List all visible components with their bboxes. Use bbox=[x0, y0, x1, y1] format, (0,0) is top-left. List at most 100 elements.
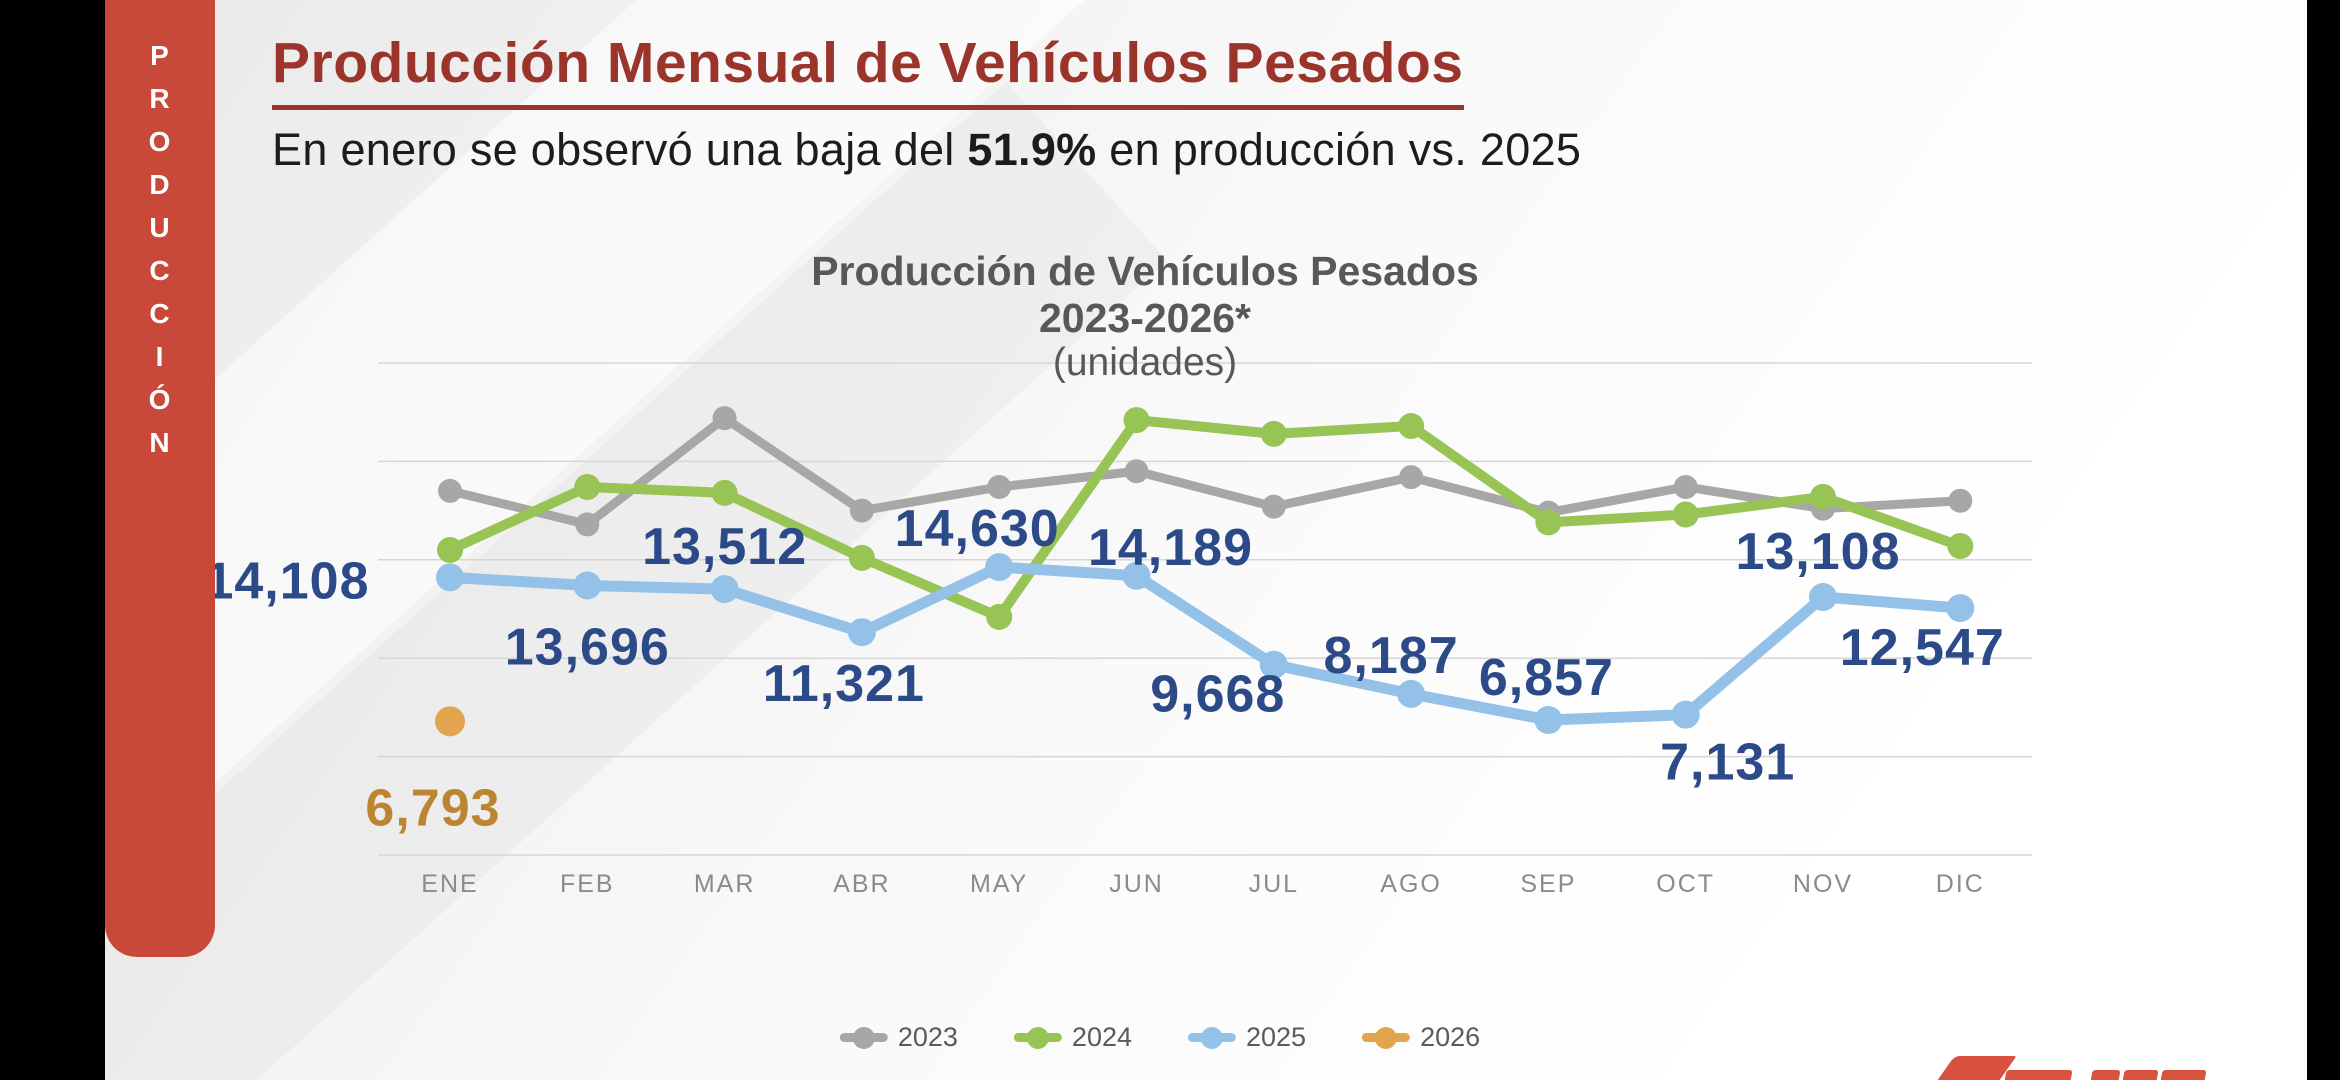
sidebar-letter: Ó bbox=[148, 384, 172, 415]
page-title: Producción Mensual de Vehículos Pesados bbox=[272, 30, 1464, 110]
month-label-NOV: NOV bbox=[1793, 870, 1853, 898]
data-label-2025-NOV: 13,108 bbox=[1735, 523, 1900, 581]
data-point-2024-MAY bbox=[986, 603, 1013, 630]
data-point-2024-AGO bbox=[1398, 412, 1425, 439]
legend-marker-dot bbox=[852, 1026, 875, 1049]
data-label-2025-FEB: 13,696 bbox=[505, 618, 670, 676]
data-point-2023-AGO bbox=[1399, 465, 1424, 490]
month-label-DIC: DIC bbox=[1936, 870, 1985, 898]
sidebar-letter: C bbox=[149, 255, 171, 286]
data-point-2025-SEP bbox=[1534, 706, 1563, 735]
data-point-2025-ENE bbox=[436, 563, 464, 592]
data-point-2025-JUL bbox=[1259, 650, 1288, 679]
month-label-OCT: OCT bbox=[1656, 870, 1715, 898]
legend-item-2026: 2026 bbox=[1362, 1022, 1480, 1053]
sidebar-letter: C bbox=[149, 298, 171, 329]
legend-label-2025: 2025 bbox=[1246, 1022, 1307, 1052]
data-point-2024-MAR bbox=[711, 479, 738, 506]
chart-title: Producción de Vehículos Pesados 2023-202… bbox=[811, 248, 1479, 386]
month-label-JUL: JUL bbox=[1249, 870, 1299, 898]
data-point-2023-MAY bbox=[987, 474, 1012, 499]
data-point-2024-JUN bbox=[1123, 407, 1150, 434]
legend-marker-dot bbox=[1026, 1026, 1049, 1049]
data-point-2025-ABR bbox=[847, 618, 876, 647]
legend-marker-dot bbox=[1375, 1026, 1398, 1049]
month-label-MAR: MAR bbox=[694, 870, 756, 898]
month-label-ENE: ENE bbox=[421, 870, 478, 898]
data-label-2025-ABR: 11,321 bbox=[763, 655, 925, 713]
legend-marker-2026 bbox=[1362, 1026, 1411, 1049]
data-point-2024-SEP bbox=[1535, 509, 1562, 536]
sidebar-letter: D bbox=[149, 169, 171, 200]
data-point-2024-ABR bbox=[848, 544, 875, 571]
sidebar-letter: R bbox=[149, 83, 171, 114]
chart-legend: 2023 2024 2025 2026 bbox=[839, 1022, 1480, 1053]
subtitle-text-end: en producción vs. 2025 bbox=[1096, 124, 1582, 175]
logo-letter-top bbox=[2155, 1070, 2207, 1080]
legend-label-2026: 2026 bbox=[1420, 1022, 1481, 1052]
sidebar-letter: P bbox=[150, 40, 170, 71]
sidebar-letter: N bbox=[149, 427, 171, 458]
data-label-2025-DIC: 12,547 bbox=[1840, 619, 2005, 677]
legend-item-2025: 2025 bbox=[1188, 1022, 1306, 1053]
data-point-2025-MAR bbox=[710, 575, 739, 604]
legend-item-2023: 2023 bbox=[839, 1022, 958, 1053]
month-label-AGO: AGO bbox=[1380, 870, 1442, 898]
data-label-2025-MAR: 13,512 bbox=[642, 518, 807, 576]
data-label-2025-JUL: 9,668 bbox=[1150, 666, 1285, 724]
legend-marker-2023 bbox=[839, 1026, 888, 1049]
month-label-MAY: MAY bbox=[970, 870, 1028, 898]
logo-letter-top bbox=[1999, 1070, 2073, 1080]
legend-label-2023: 2023 bbox=[897, 1022, 958, 1052]
title-block: Producción Mensual de Vehículos Pesados bbox=[272, 30, 1464, 110]
data-label-2026-ENE: 6,793 bbox=[365, 779, 500, 837]
data-label-2025-AGO: 8,187 bbox=[1324, 627, 1459, 685]
logo-swoosh-shape bbox=[1923, 1056, 2017, 1080]
data-label-2025-ENE: 14,108 bbox=[204, 552, 369, 610]
month-label-ABR: ABR bbox=[833, 870, 890, 898]
data-point-2023-ABR bbox=[849, 498, 874, 523]
data-label-2025-MAY: 14,630 bbox=[895, 500, 1060, 558]
data-point-2024-JUL bbox=[1260, 420, 1287, 447]
data-point-2023-JUN bbox=[1124, 459, 1149, 484]
legend-marker-2025 bbox=[1188, 1026, 1236, 1049]
data-point-2026-ENE bbox=[435, 706, 465, 737]
logo-letter-top bbox=[2117, 1070, 2159, 1080]
legend-marker-dot bbox=[1201, 1026, 1223, 1049]
sidebar-letter: U bbox=[149, 212, 171, 243]
data-point-2023-JUL bbox=[1261, 494, 1286, 519]
legend-label-2024: 2024 bbox=[1071, 1022, 1132, 1052]
data-point-2025-AGO bbox=[1397, 679, 1426, 708]
data-point-2024-FEB bbox=[574, 473, 601, 500]
month-label-FEB: FEB bbox=[560, 870, 615, 898]
data-point-2025-DIC bbox=[1946, 594, 1975, 623]
subtitle-highlight: 51.9% bbox=[967, 124, 1097, 175]
data-point-2025-FEB bbox=[573, 571, 602, 600]
sidebar-letter: I bbox=[155, 341, 165, 372]
data-point-2024-DIC bbox=[1947, 533, 1974, 560]
data-point-2023-DIC bbox=[1948, 488, 1973, 513]
chart-title-line2: 2023-2026* bbox=[1038, 294, 1252, 341]
logo-letter-top bbox=[2085, 1070, 2121, 1080]
data-point-2023-MAR bbox=[712, 406, 737, 431]
data-label-2025-JUN: 14,189 bbox=[1088, 519, 1253, 577]
legend-item-2024: 2024 bbox=[1013, 1022, 1132, 1053]
data-point-2024-ENE bbox=[437, 536, 463, 563]
data-point-2024-NOV bbox=[1810, 483, 1836, 510]
data-point-2025-NOV bbox=[1809, 583, 1837, 612]
data-point-2023-ENE bbox=[438, 478, 462, 503]
data-point-2023-FEB bbox=[575, 512, 600, 537]
subtitle-text: En enero se observó una baja del bbox=[272, 124, 968, 175]
chart-title-line1: Producción de Vehículos Pesados bbox=[811, 248, 1479, 294]
month-label-JUN: JUN bbox=[1109, 870, 1164, 898]
subtitle: En enero se observó una baja del 51.9% e… bbox=[272, 124, 1581, 176]
month-label-SEP: SEP bbox=[1520, 870, 1576, 898]
chart-title-units: (unidades) bbox=[1052, 341, 1238, 385]
legend-marker-2024 bbox=[1013, 1026, 1062, 1049]
data-point-2024-OCT bbox=[1672, 501, 1699, 528]
sidebar-letter: O bbox=[148, 126, 172, 157]
anpact-logo bbox=[1923, 1050, 2223, 1080]
